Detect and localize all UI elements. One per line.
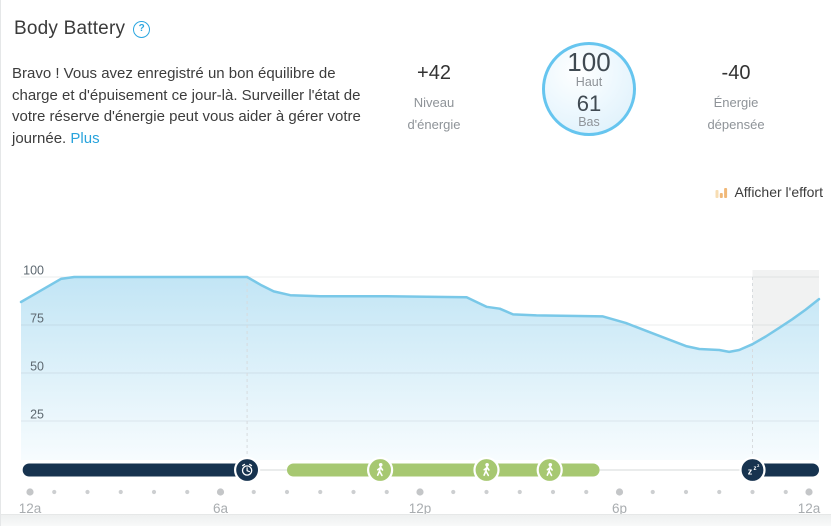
hour-dot [615, 488, 624, 496]
hour-dot [85, 489, 90, 495]
x-axis-label: 12a [798, 501, 821, 516]
high-label: Haut [575, 74, 603, 89]
alarm-bells [242, 463, 253, 467]
sleep-start-badge-circle [739, 456, 766, 484]
hour-dot [517, 489, 522, 495]
low-value: 61 [576, 90, 602, 116]
sleep-bar[interactable] [22, 463, 248, 477]
hour-dot [284, 489, 290, 495]
x-axis: 12a 6a 12p 6p 12a [19, 488, 821, 516]
hour-dot [783, 489, 788, 495]
hour-dot [151, 489, 157, 495]
hour-dot [484, 489, 489, 495]
summary-text: Bravo ! Vous avez enregistré un bon équi… [12, 63, 374, 149]
hour-dot [185, 489, 190, 495]
hour-dot [416, 488, 424, 496]
drained-label-line1: Énergie [713, 95, 759, 110]
y-axis-label: 100 [23, 264, 44, 278]
activity-bar[interactable] [287, 463, 600, 477]
card-bottom-edge [1, 514, 831, 526]
timeline: z zz [22, 456, 820, 484]
x-axis-label: 12a [19, 501, 42, 516]
hour-dot [550, 489, 556, 495]
header: Body Battery ? [14, 18, 151, 40]
walker-body [546, 466, 553, 477]
walker-head [378, 463, 383, 467]
drained-value: -40 [721, 62, 751, 84]
alarm-hands [246, 467, 251, 473]
hour-dot [351, 489, 356, 495]
drained-label: Énergie dépensée [681, 92, 791, 136]
charged-label-line2: d'énergie [407, 117, 461, 132]
drained-label-line2: dépensée [707, 117, 765, 132]
y-axis-label: 50 [30, 360, 44, 374]
y-axis-label: 75 [30, 312, 44, 326]
summary-tail: votre journée. [12, 108, 361, 147]
hour-dot [717, 489, 722, 495]
page-title: Body Battery [14, 18, 126, 39]
hour-dot [216, 488, 225, 496]
battery-line [19, 275, 821, 354]
hour-dot [384, 489, 389, 495]
sleep-z-icon: z [754, 466, 757, 472]
hour-dot [26, 488, 34, 496]
sleep-bar[interactable] [752, 463, 820, 477]
hour-dot [451, 489, 456, 495]
summary-sentence: Bravo ! Vous avez enregistré un bon équi… [12, 65, 361, 125]
x-axis-label: 6p [612, 501, 627, 516]
battery-area-fill [21, 277, 819, 460]
activity-walker-badge[interactable] [536, 456, 563, 484]
x-axis-label: 6a [213, 501, 229, 516]
stat-energy-drained: -40 Énergie dépensée [681, 62, 791, 136]
walker-head [485, 463, 489, 467]
help-icon[interactable]: ? [133, 20, 151, 38]
wake-alarm-badge[interactable] [234, 456, 261, 484]
walker-head [548, 463, 553, 467]
high-value: 100 [567, 46, 611, 77]
hour-dot [650, 489, 655, 495]
walker-body [483, 466, 490, 477]
y-axis-label: 25 [30, 408, 44, 422]
sleep-z-icon: z [748, 467, 753, 477]
hour-dot [118, 489, 123, 495]
low-label: Bas [578, 114, 600, 129]
chart-plot-area: 100 75 50 25 [19, 264, 821, 460]
hour-dot [805, 488, 813, 496]
hour-dot [318, 489, 323, 495]
activity-walker-badge[interactable] [367, 456, 394, 484]
charged-value: +42 [417, 62, 451, 84]
high-low-circle: 100 Haut 61 Bas [542, 42, 636, 136]
hour-dot [584, 489, 589, 495]
charged-label: Niveau d'énergie [379, 92, 489, 136]
bar-chart-icon [715, 188, 728, 198]
walker-body [376, 466, 384, 477]
sleep-z-icon: z [757, 463, 760, 468]
activity-walker-badge[interactable] [473, 456, 500, 484]
more-link[interactable]: Plus [70, 129, 100, 147]
hour-dot [750, 489, 755, 495]
hour-dot [52, 489, 57, 495]
alarm-clock-icon [241, 465, 253, 476]
stat-energy-charged: +42 Niveau d'énergie [379, 62, 489, 136]
x-axis-label: 12p [409, 501, 432, 516]
charged-label-line1: Niveau [413, 95, 455, 110]
hour-dot [683, 489, 689, 495]
show-effort-label: Afficher l'effort [734, 184, 823, 200]
hour-dot [251, 489, 256, 495]
show-effort-button[interactable]: Afficher l'effort [715, 184, 823, 200]
sleep-start-badge[interactable]: z zz [739, 456, 766, 484]
